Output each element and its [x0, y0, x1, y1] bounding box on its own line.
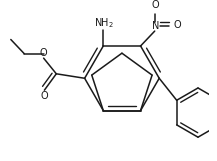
Text: O: O: [39, 47, 47, 57]
Text: O: O: [41, 91, 48, 101]
Text: N: N: [152, 21, 159, 31]
Text: O: O: [174, 20, 181, 30]
Text: O: O: [152, 0, 159, 10]
Text: NH$_2$: NH$_2$: [94, 16, 114, 30]
